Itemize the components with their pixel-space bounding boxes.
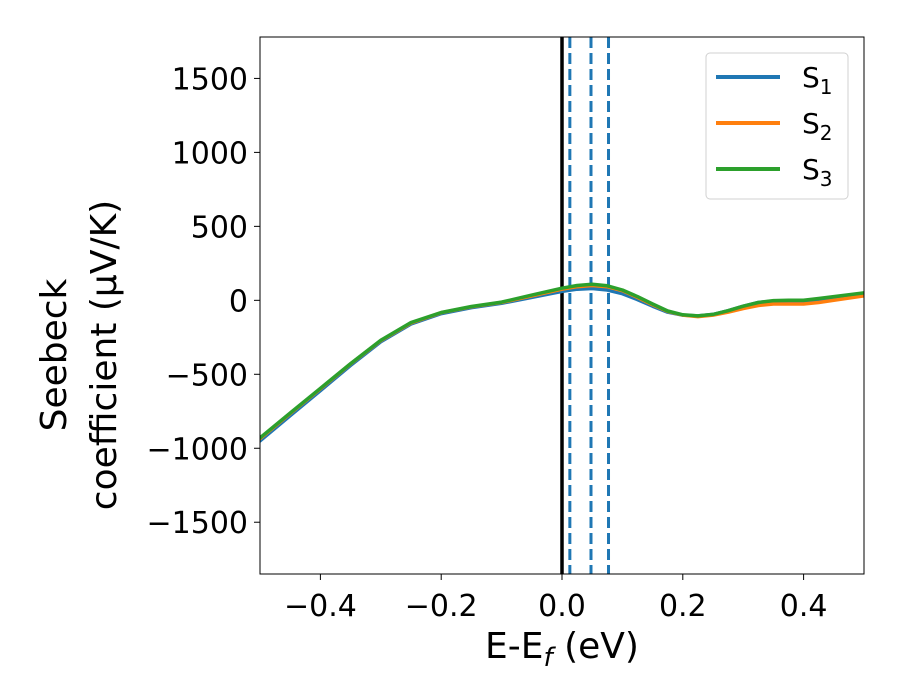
x-tick-label: −0.4: [284, 589, 357, 624]
legend-label-s2: S2: [802, 107, 833, 145]
x-tick-label: 0.2: [659, 589, 707, 624]
x-tick-label: −0.2: [405, 589, 478, 624]
y-tick-label: −500: [166, 358, 248, 393]
legend-label-s3: S3: [802, 153, 833, 191]
y-axis-label: Seebeck coefficient (μV/K): [34, 200, 125, 510]
y-axis-label-line2: coefficient (μV/K): [84, 200, 125, 510]
y-tick-label: −1000: [147, 432, 248, 467]
vertical-lines: [560, 37, 611, 574]
x-tick-label: 0.4: [780, 589, 828, 624]
series-line-s3: [260, 282, 864, 440]
y-tick-label: 500: [191, 210, 248, 245]
y-tick-label: −1500: [147, 506, 248, 541]
legend: S1 S2 S3: [705, 52, 849, 200]
y-tick-label: 1000: [172, 136, 248, 171]
y-tick-label: 1500: [172, 62, 248, 97]
x-axis-label: E-Ef (eV): [485, 626, 639, 673]
x-axis-ticks: −0.4 −0.2 0.0 0.2 0.4: [284, 574, 827, 624]
y-axis-ticks: −1500 −1000 −500 0 500 1000 1500: [147, 62, 260, 541]
x-tick-label: 0.0: [538, 589, 586, 624]
series-lines: [260, 282, 864, 443]
y-axis-label-line1: Seebeck: [34, 278, 75, 431]
legend-frame: [705, 52, 849, 200]
y-tick-label: 0: [229, 284, 248, 319]
legend-label-s1: S1: [802, 61, 833, 99]
